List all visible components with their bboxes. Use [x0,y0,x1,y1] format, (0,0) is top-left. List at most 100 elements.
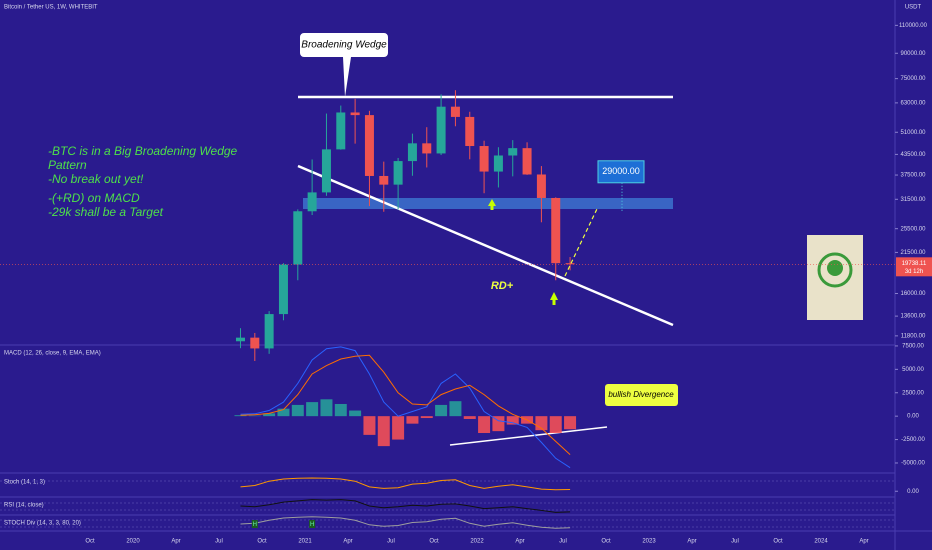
x-tick-label: Jul [559,539,567,545]
y-tick-label: 31500.00 [900,197,926,203]
arrow-up [550,292,558,305]
arrow-up [488,199,496,210]
x-tick-label: 2020 [126,539,140,545]
histogram-bar [234,415,247,417]
candle-body [522,148,532,175]
x-tick-label: Jul [387,539,395,545]
histogram-bar [277,408,290,417]
candle-body [493,155,503,172]
x-tick-label: Oct [429,539,439,545]
y-tick-label: 0.00 [907,414,919,420]
candle-body [479,146,489,172]
y-tick-label: 13600.00 [900,314,926,320]
x-tick-label: Jul [215,539,223,545]
y-tick-label: 16000.00 [900,291,926,297]
y-tick-label: 37500.00 [900,173,926,179]
histogram-bar [478,416,491,434]
histogram-bar [306,402,319,417]
y-tick-label: 5000.00 [902,367,924,373]
candle-body [307,192,317,212]
histogram-bar [463,416,476,419]
callout-text: Broadening Wedge [301,40,387,51]
histogram-bar [506,416,519,425]
y-tick-label: 43500.00 [900,152,926,158]
note-box [605,384,678,406]
pane-title: RSI (14, close) [4,503,44,509]
candle-body [551,197,561,264]
x-tick-label: Apr [687,539,696,545]
signal-line [240,354,571,455]
histogram-bar [549,416,562,434]
x-tick-label: 2024 [814,539,828,545]
divergence-note: bullish Divergence [605,384,678,406]
candle-body [250,337,260,349]
y-tick-label: 90000.00 [900,51,926,57]
y-tick-label: 0.00 [907,489,919,495]
histogram-bar [449,401,462,417]
histogram-bar [263,413,276,417]
candle-body [235,337,245,342]
indicator-line [240,477,571,491]
target-box [597,160,645,184]
pane-title: STOCH Div (14, 3, 3, 80, 20) [4,521,81,527]
histogram-bar [334,403,347,417]
candle-body [407,143,417,162]
signal-label: H [310,522,314,528]
signal-box [251,520,258,528]
target-arrow [564,206,599,277]
pane-title: MACD (12, 26, close, 9, EMA, EMA) [4,351,101,357]
price-tag [896,257,932,277]
histogram-bar [392,416,405,440]
candle-body [393,161,403,185]
target-label: 29000.00 [602,166,640,176]
histogram-bar [435,404,448,417]
histogram-bar [363,416,376,435]
note-line: -No break out yet! [48,172,144,186]
x-tick-label: Oct [85,539,95,545]
lower-trendline [297,164,674,327]
osc-guides [0,480,895,528]
histogram-bar [320,399,333,417]
candle-body [508,148,518,156]
price-tag-countdown: 3d 12h [905,269,923,275]
header: Bitcoin / Tether US, 1W, WHITEBIT [4,5,98,11]
note-line: -BTC is in a Big Broadening Wedge [48,144,238,158]
logo-ring [817,252,853,288]
divergence-line [449,426,608,446]
y-tick-label: 63000.00 [900,100,926,106]
y-tick-label: -5000.00 [901,461,925,467]
callout-box [300,33,388,97]
divergence-label: RD+ [491,280,514,292]
candle-body [465,116,475,147]
price-tag-value: 19738.11 [902,261,927,267]
macd-line [240,346,571,469]
logo-tree [827,260,843,276]
y-tick-label: 2500.00 [902,390,924,396]
candle-body [436,106,446,154]
y-tick-label: 51000.00 [900,130,926,136]
candle-body [450,106,460,117]
notes: -BTC is in a Big Broadening Wedge Patter… [48,144,238,219]
candle-body [379,175,389,185]
candle-body [278,264,288,315]
y-tick-label: 25500.00 [900,226,926,232]
candle-body [350,112,360,116]
candle-body [422,143,432,154]
signal-label: H [253,522,257,528]
note-line: -29k shall be a Target [48,205,164,219]
x-tick-label: 2023 [642,539,656,545]
x-tick-label: Apr [515,539,524,545]
signal-box [309,520,316,528]
y-tick-label: -2500.00 [901,437,925,443]
histogram-bar [291,404,304,417]
candle-body [565,263,575,265]
y-axis-label: USDT [905,5,922,11]
candle-body [336,112,346,150]
x-tick-label: Jul [731,539,739,545]
support-zone [303,198,673,209]
histogram-bar [406,416,419,424]
